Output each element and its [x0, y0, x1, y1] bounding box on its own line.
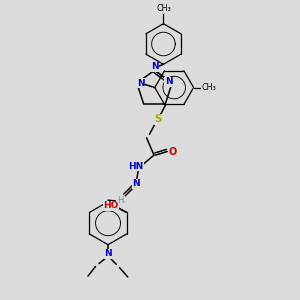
Text: CH₃: CH₃	[202, 83, 217, 92]
Text: HO: HO	[103, 201, 119, 210]
Text: H: H	[117, 196, 123, 205]
Text: N: N	[132, 179, 140, 188]
Text: HN: HN	[128, 162, 144, 171]
Text: CH₃: CH₃	[156, 4, 171, 13]
Text: N: N	[104, 250, 112, 259]
Text: N: N	[151, 62, 158, 71]
Text: S: S	[154, 114, 162, 124]
Text: N: N	[165, 77, 172, 86]
Text: O: O	[168, 146, 177, 157]
Text: N: N	[137, 79, 145, 88]
